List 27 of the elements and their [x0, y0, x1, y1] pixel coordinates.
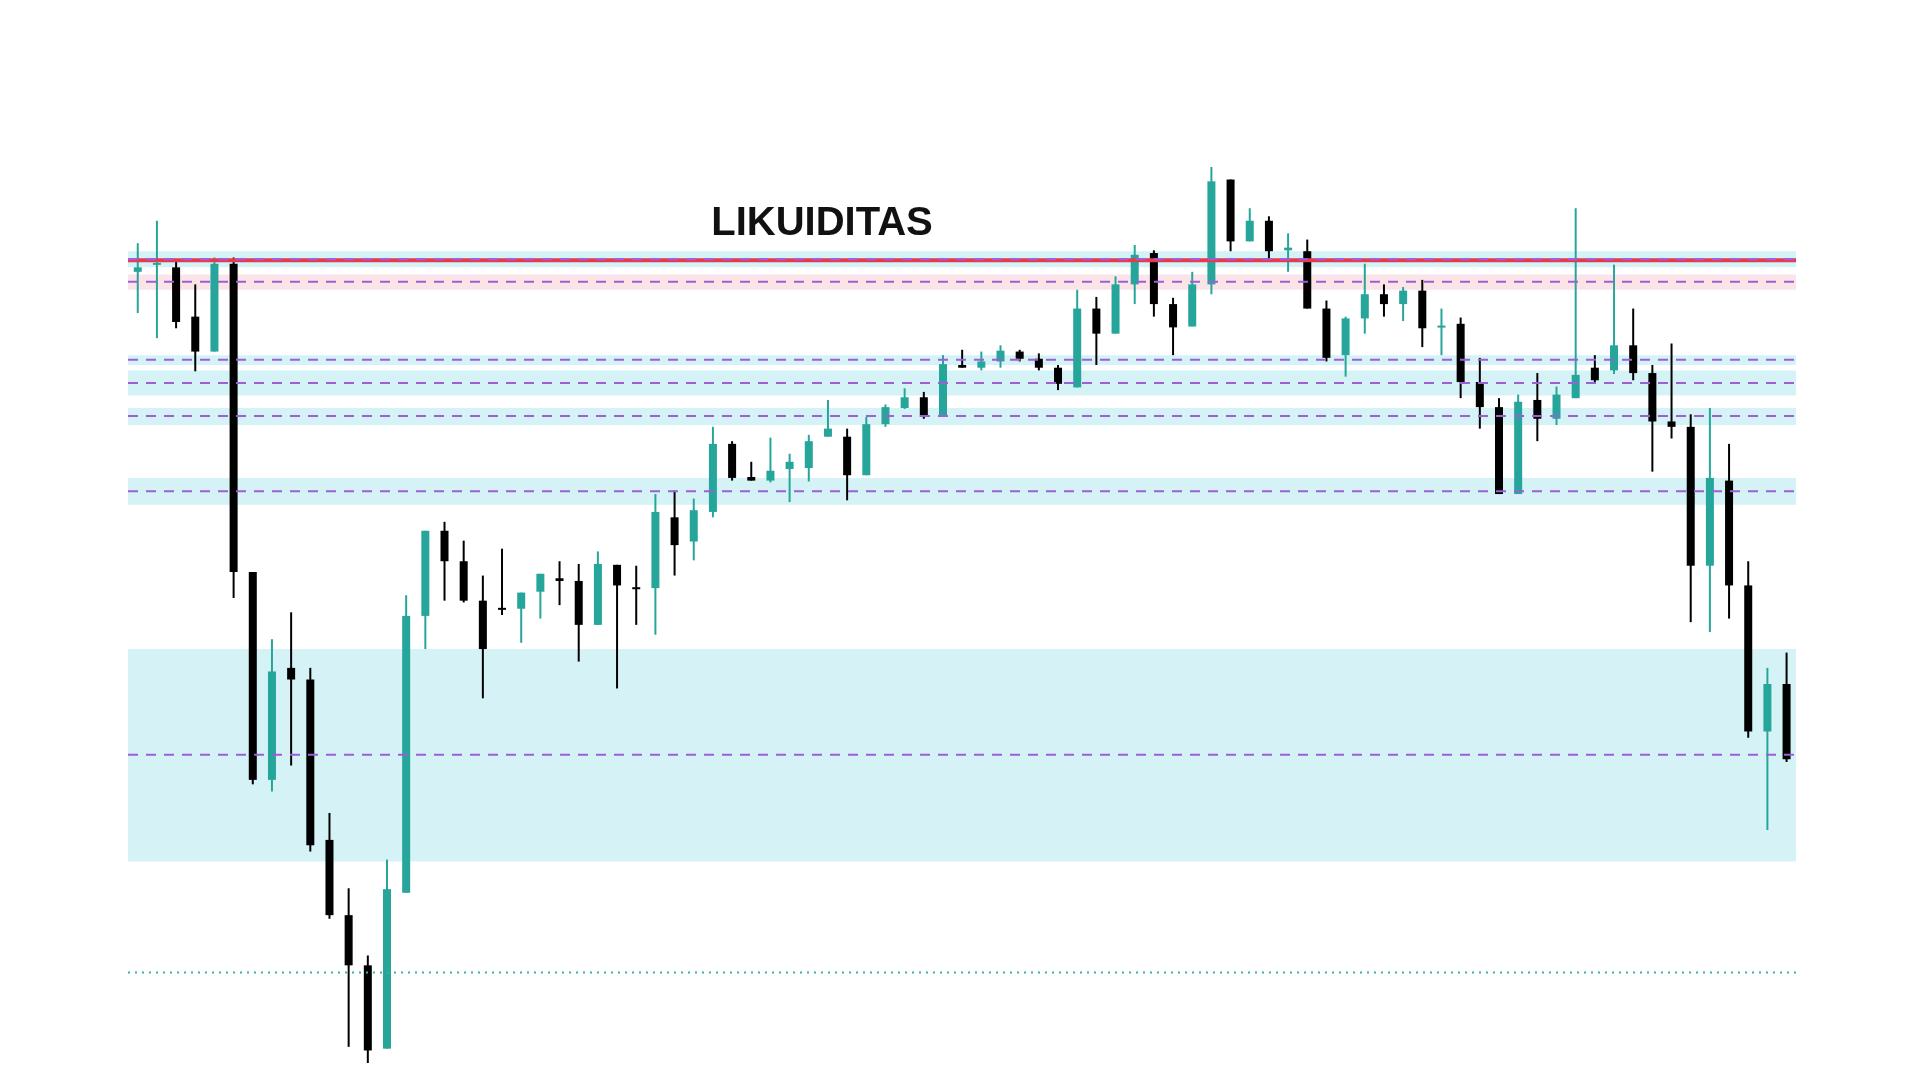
candlestick [133, 242, 142, 315]
candlestick [1379, 283, 1388, 318]
candlestick [1590, 354, 1599, 384]
candlestick [555, 560, 564, 607]
candlestick [766, 436, 775, 484]
candlestick [1399, 286, 1408, 323]
candlestick [1667, 342, 1676, 440]
candlestick [287, 611, 296, 767]
candlestick [785, 452, 794, 504]
candlestick [747, 460, 756, 482]
candlestick [1437, 307, 1446, 357]
candlestick [632, 564, 641, 626]
candlestick [823, 398, 832, 438]
candlestick [1169, 296, 1178, 357]
candlestick [1054, 364, 1063, 392]
candlestick [613, 563, 622, 690]
candlestick [919, 390, 928, 420]
ref-line-label: LIKUIDITAS [711, 199, 933, 244]
candlestick [498, 547, 507, 616]
candlestick [517, 591, 526, 644]
candlestick [977, 350, 986, 372]
candlestick [536, 572, 545, 620]
candlestick [1533, 372, 1542, 443]
candlestick [152, 219, 161, 340]
candlestick [900, 387, 909, 410]
candlestick [1571, 207, 1580, 400]
candlestick [1245, 207, 1254, 243]
